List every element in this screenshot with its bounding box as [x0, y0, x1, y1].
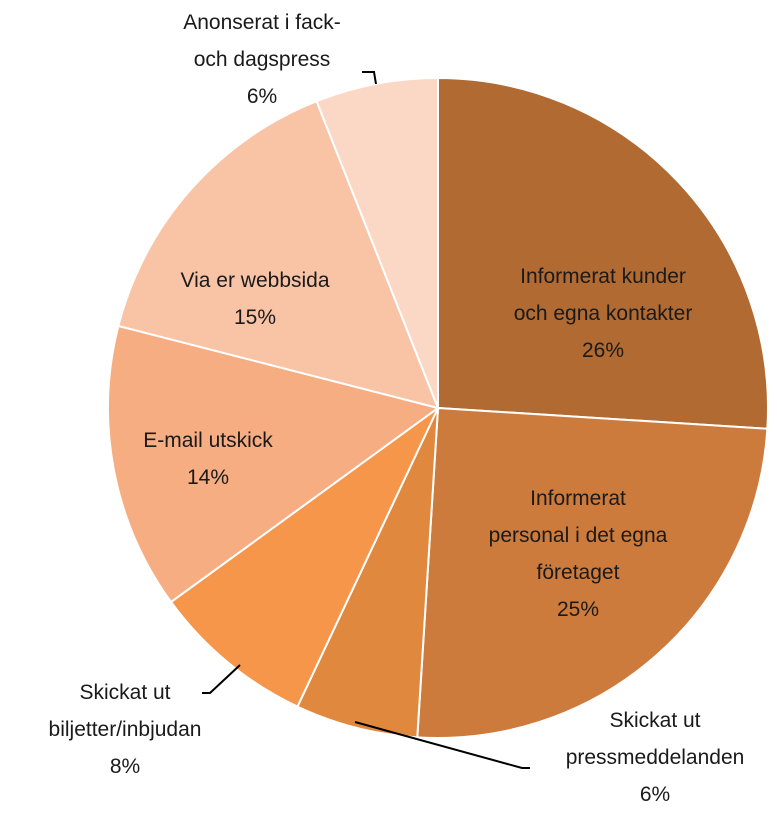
slice-label: Anonserat i fack- och dagspress 6% — [183, 4, 341, 115]
slice — [437, 76, 769, 430]
slice — [416, 406, 769, 739]
slice-label: Skickat ut biljetter/inbjudan 8% — [49, 674, 202, 785]
category-label: Anonserat i fack- och dagspress — [183, 11, 341, 71]
leader-line — [202, 664, 241, 694]
slice — [117, 99, 440, 410]
slice-label: Informerat kunder och egna kontakter 26% — [514, 258, 693, 369]
leader-line — [354, 721, 530, 769]
slices — [107, 76, 769, 739]
slice — [107, 324, 441, 604]
category-label: Informerat kunder och egna kontakter — [513, 265, 693, 325]
category-label: Skickat ut biljetter/inbjudan — [48, 681, 202, 741]
slice-label: Skickat ut pressmeddelanden 6% — [566, 702, 745, 813]
category-label: E-mail utskick — [143, 429, 273, 452]
slice-label: Informerat personal i det egna företaget… — [489, 480, 668, 628]
slice-label: E-mail utskick 14% — [143, 422, 273, 496]
value-label: 15% — [233, 306, 277, 329]
value-label: 6% — [639, 783, 671, 806]
leader-line — [362, 71, 377, 85]
category-label: Informerat personal i det egna företaget — [488, 487, 668, 584]
value-label: 14% — [186, 466, 230, 489]
category-label: Skickat ut pressmeddelanden — [565, 709, 745, 769]
value-label: 6% — [246, 85, 278, 108]
category-label: Via er webbsida — [180, 269, 330, 292]
slice-label: Via er webbsida 15% — [180, 262, 329, 336]
value-label: 26% — [581, 339, 625, 362]
slice — [296, 407, 439, 739]
value-label: 8% — [109, 755, 141, 778]
slice — [169, 407, 439, 708]
value-label: 25% — [556, 598, 600, 621]
